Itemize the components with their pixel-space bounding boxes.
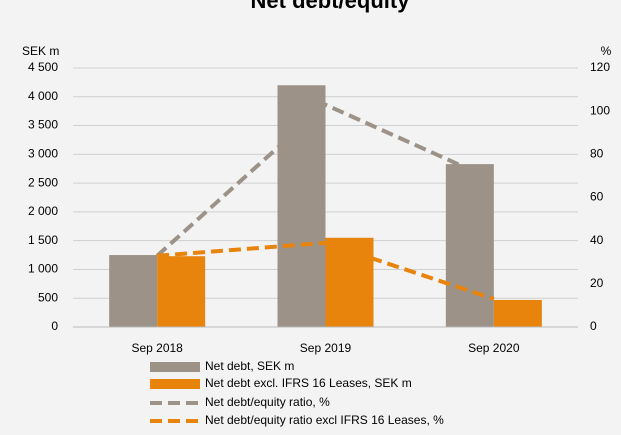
y2-tick-label: 40 xyxy=(590,233,604,247)
legend-swatch xyxy=(150,362,200,372)
y-tick-label: 1 500 xyxy=(28,233,58,247)
x-tick-label: Sep 2019 xyxy=(300,341,352,355)
y2-tick-label: 120 xyxy=(590,60,610,74)
line-series xyxy=(157,240,495,301)
legend-label: Net debt/equity ratio excl IFRS 16 Lease… xyxy=(205,413,444,427)
y-tick-label: 1 000 xyxy=(28,262,58,276)
bar xyxy=(445,164,494,327)
y-axis-label: SEK m xyxy=(22,44,59,58)
x-tick-label: Sep 2020 xyxy=(468,341,520,355)
y-tick-label: 2 000 xyxy=(28,204,58,218)
y2-tick-label: 20 xyxy=(590,276,604,290)
x-tick-label: Sep 2018 xyxy=(131,341,183,355)
y2-axis-label: % xyxy=(601,44,612,58)
bar xyxy=(277,85,326,328)
bar xyxy=(157,256,206,327)
line-series xyxy=(155,102,495,258)
y-tick-label: 4 000 xyxy=(28,89,58,103)
chart-title: Net debt/equity xyxy=(251,0,411,13)
y2-tick-label: 0 xyxy=(590,319,597,333)
bar xyxy=(109,255,158,327)
y-tick-label: 0 xyxy=(51,319,58,333)
legend-label: Net debt, SEK m xyxy=(205,359,294,373)
y-tick-label: 500 xyxy=(38,290,58,304)
y2-tick-label: 80 xyxy=(590,147,604,161)
y-tick-label: 3 000 xyxy=(28,147,58,161)
legend-swatch xyxy=(150,379,200,389)
bar xyxy=(325,237,374,327)
legend-label: Net debt/equity ratio, % xyxy=(205,395,330,409)
y-tick-label: 2 500 xyxy=(28,175,58,189)
y-tick-label: 4 500 xyxy=(28,60,58,74)
bar xyxy=(493,299,542,327)
legend-label: Net debt excl. IFRS 16 Leases, SEK m xyxy=(205,376,412,390)
y2-tick-label: 60 xyxy=(590,190,604,204)
y-tick-label: 3 500 xyxy=(28,118,58,132)
y2-tick-label: 100 xyxy=(590,103,610,117)
